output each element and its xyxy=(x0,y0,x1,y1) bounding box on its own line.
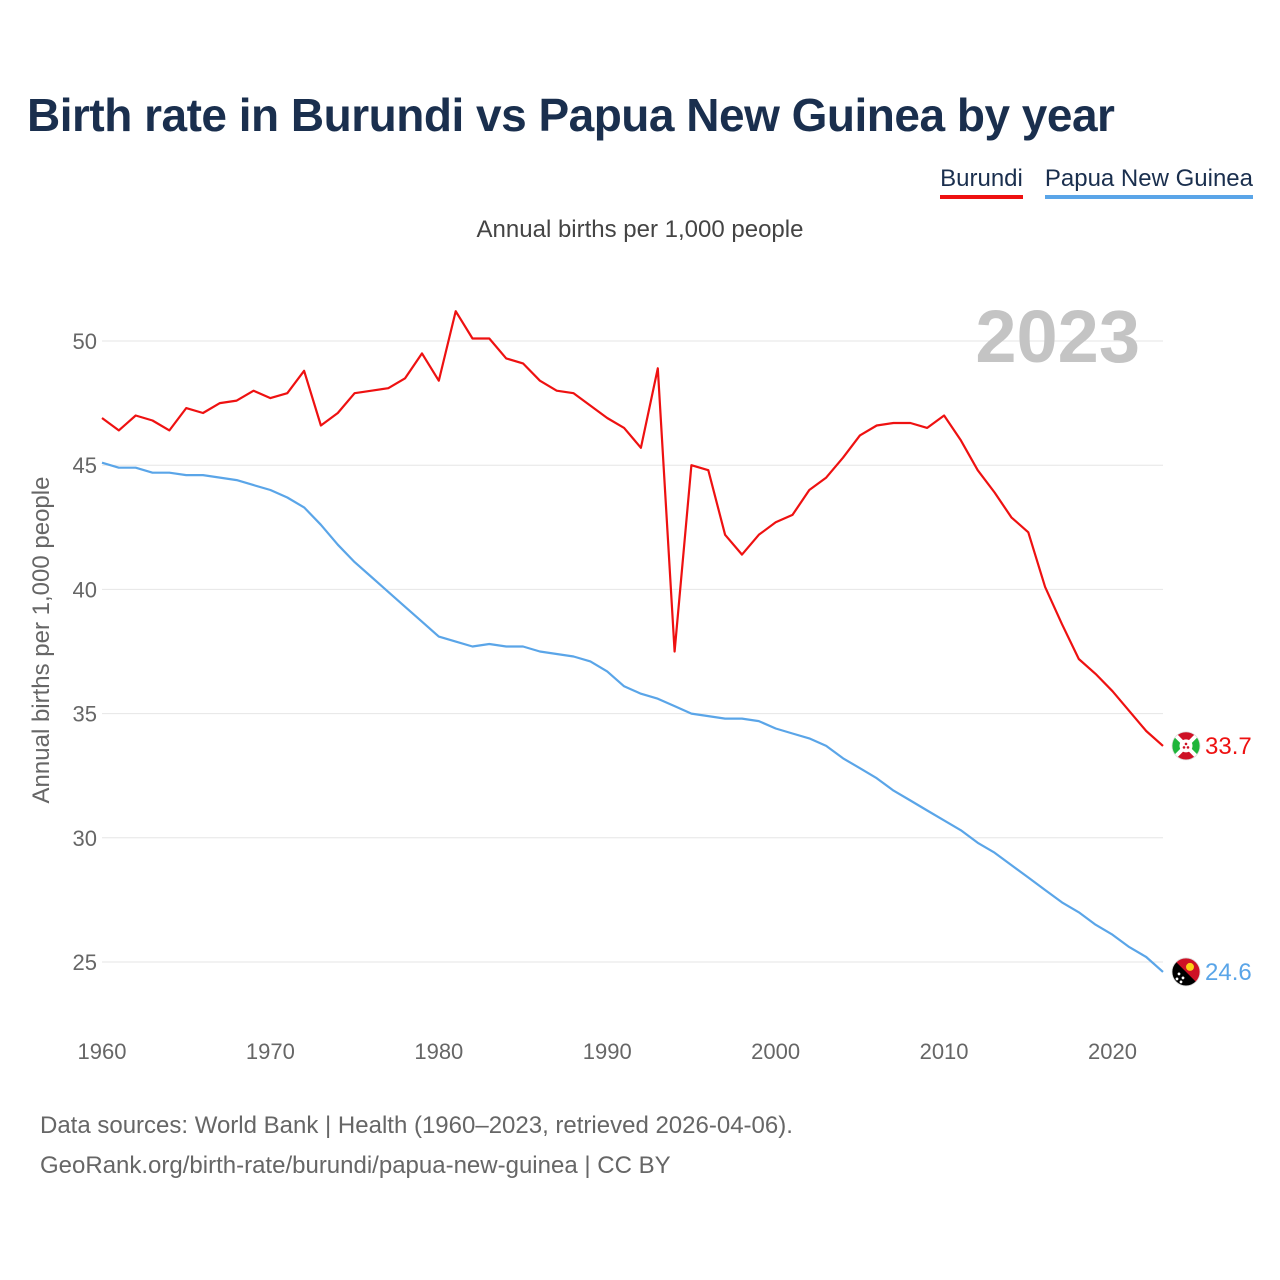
x-tick-label: 2020 xyxy=(1088,1039,1137,1064)
end-value-label-papua-new-guinea: 24.6 xyxy=(1205,959,1252,986)
chart-title: Birth rate in Burundi vs Papua New Guine… xyxy=(27,89,1115,141)
series-lines xyxy=(101,310,1164,973)
y-tick-label: 40 xyxy=(73,577,97,602)
papua-new-guinea-flag-icon xyxy=(1171,957,1201,987)
y-tick-label: 25 xyxy=(73,950,97,975)
series-line-papua-new-guinea[interactable] xyxy=(101,461,1164,973)
series-end-markers: 33.7 24.6 xyxy=(1171,731,1252,987)
y-tick-label: 35 xyxy=(73,702,97,727)
x-tick-label: 1980 xyxy=(414,1039,463,1064)
x-tick-label: 2000 xyxy=(751,1039,800,1064)
year-overlay: 2023 xyxy=(975,295,1140,378)
footer-sources: Data sources: World Bank | Health (1960–… xyxy=(40,1112,793,1139)
footer-link[interactable]: GeoRank.org/birth-rate/burundi/papua-new… xyxy=(40,1152,671,1179)
grid-lines xyxy=(102,340,1163,963)
y-tick-label: 50 xyxy=(73,329,97,354)
x-axis-ticks: 1960 1970 1980 1990 2000 2010 2020 xyxy=(78,1039,1137,1064)
x-tick-label: 1960 xyxy=(78,1039,127,1064)
legend: Burundi Papua New Guinea xyxy=(940,165,1253,199)
end-value-label-burundi: 33.7 xyxy=(1205,733,1252,760)
chart-subtitle: Annual births per 1,000 people xyxy=(476,216,804,243)
footer: Data sources: World Bank | Health (1960–… xyxy=(40,1106,793,1186)
x-tick-label: 1990 xyxy=(583,1039,632,1064)
y-tick-label: 30 xyxy=(73,826,97,851)
legend-item-burundi[interactable]: Burundi xyxy=(940,165,1023,199)
x-tick-label: 1970 xyxy=(246,1039,295,1064)
burundi-flag-icon xyxy=(1171,731,1201,761)
y-axis-ticks: 25 30 35 40 45 50 xyxy=(73,329,97,975)
line-chart: 2023 25 30 35 40 45 50 1960 1970 1980 1990 2000 20… xyxy=(73,295,1252,1064)
x-tick-label: 2010 xyxy=(920,1039,969,1064)
series-line-burundi[interactable] xyxy=(101,310,1164,747)
y-tick-label: 45 xyxy=(73,453,97,478)
legend-item-papua-new-guinea[interactable]: Papua New Guinea xyxy=(1044,165,1253,199)
